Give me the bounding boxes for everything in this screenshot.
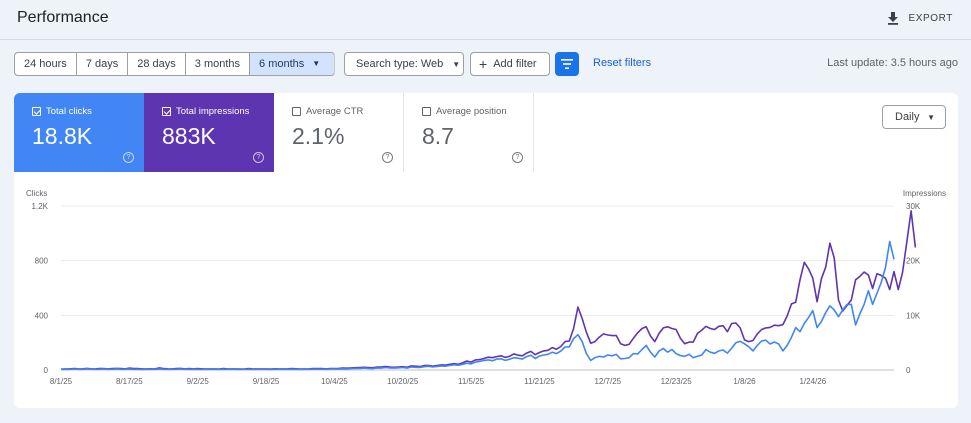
x-axis-tick: 8/17/25 [116, 377, 143, 386]
granularity-label: Daily [895, 111, 920, 123]
metric-value: 2.1% [292, 123, 345, 149]
left-axis-tick: 1.2K [32, 202, 49, 211]
right-axis-label: Impressions [903, 189, 946, 198]
help-icon[interactable]: ? [512, 152, 523, 163]
range-3-months[interactable]: 3 months [186, 53, 251, 75]
range-6-months-label: 6 months [259, 58, 305, 70]
performance-card: Total clicks 18.8K ? Total impressions 8… [14, 93, 958, 408]
date-range-selector: 24 hours 7 days 28 days 3 months 6 month… [14, 52, 336, 76]
plus-icon: + [479, 56, 488, 72]
x-axis-tick: 1/8/26 [733, 377, 756, 386]
help-icon[interactable]: ? [123, 152, 134, 163]
filter-bar: 24 hours 7 days 28 days 3 months 6 month… [14, 52, 958, 76]
page-title: Performance [17, 9, 109, 26]
metric-label: Average position [436, 106, 507, 117]
checkbox-unchecked-icon[interactable] [422, 107, 431, 116]
range-24-hours-label: 24 hours [24, 58, 67, 70]
range-28-days-label: 28 days [137, 58, 176, 70]
export-label: EXPORT [908, 12, 953, 24]
left-axis-tick: 400 [35, 311, 49, 320]
left-axis-label: Clicks [26, 189, 47, 198]
metric-label: Average CTR [306, 106, 364, 117]
range-7-days[interactable]: 7 days [77, 53, 129, 75]
export-button[interactable]: EXPORT [887, 9, 953, 27]
page-header: Performance EXPORT [0, 0, 971, 40]
metric-average-ctr[interactable]: Average CTR 2.1% ? [274, 93, 404, 172]
add-filter-button[interactable]: + Add filter [470, 52, 550, 76]
metric-label: Total clicks [46, 106, 92, 117]
metric-total-impressions[interactable]: Total impressions 883K ? [144, 93, 274, 172]
x-axis-tick: 1/24/26 [799, 377, 826, 386]
help-icon[interactable]: ? [253, 152, 264, 163]
left-axis-tick: 800 [35, 257, 49, 266]
search-type-label: Search type: Web [356, 58, 444, 70]
checkbox-unchecked-icon[interactable] [292, 107, 301, 116]
download-icon [888, 11, 899, 25]
range-3-months-label: 3 months [194, 58, 241, 70]
range-7-days-label: 7 days [85, 58, 119, 70]
checkbox-checked-icon[interactable] [32, 107, 41, 116]
range-6-months[interactable]: 6 months ▼ [250, 53, 335, 75]
metric-value: 883K [162, 123, 216, 149]
checkbox-checked-icon[interactable] [162, 107, 171, 116]
last-update-text: Last update: 3.5 hours ago [827, 57, 958, 69]
x-axis-tick: 9/18/25 [253, 377, 280, 386]
metric-total-clicks[interactable]: Total clicks 18.8K ? [14, 93, 144, 172]
x-axis-tick: 10/20/25 [387, 377, 419, 386]
right-axis-tick: 0 [906, 366, 911, 375]
x-axis-tick: 9/2/25 [187, 377, 210, 386]
x-axis-tick: 11/5/25 [458, 377, 485, 386]
search-type-dropdown[interactable]: Search type: Web ▼ [344, 52, 464, 76]
caret-down-icon: ▼ [927, 112, 935, 122]
x-axis-tick: 12/23/25 [661, 377, 693, 386]
series-line-clicks [60, 240, 895, 371]
performance-chart: 1.2K 800 400 0 30K 20K 10K 0 Clicks Impressions 8/… [26, 189, 946, 386]
filter-divider [334, 54, 335, 74]
x-axis-tick: 12/7/25 [594, 377, 621, 386]
metric-label: Total impressions [176, 106, 250, 117]
caret-down-icon: ▼ [312, 59, 321, 68]
x-axis-tick: 8/1/25 [50, 377, 73, 386]
add-filter-label: Add filter [493, 58, 537, 70]
filter-lines-icon [561, 59, 573, 69]
right-axis-tick: 30K [906, 202, 921, 211]
caret-down-icon: ▼ [452, 59, 461, 69]
metric-average-position[interactable]: Average position 8.7 ? [404, 93, 534, 172]
right-axis-tick: 10K [906, 311, 921, 320]
right-axis-tick: 20K [906, 257, 921, 266]
range-24-hours[interactable]: 24 hours [15, 53, 77, 75]
filter-settings-button[interactable] [555, 52, 579, 76]
help-icon[interactable]: ? [382, 152, 393, 163]
metric-value: 8.7 [422, 123, 454, 149]
range-28-days[interactable]: 28 days [128, 53, 186, 75]
x-axis-tick: 10/4/25 [321, 377, 348, 386]
granularity-dropdown[interactable]: Daily ▼ [882, 105, 946, 129]
metric-value: 18.8K [32, 123, 93, 149]
reset-filters-link[interactable]: Reset filters [593, 57, 652, 69]
left-axis-tick: 0 [44, 366, 49, 375]
x-axis-tick: 11/21/25 [524, 377, 555, 386]
